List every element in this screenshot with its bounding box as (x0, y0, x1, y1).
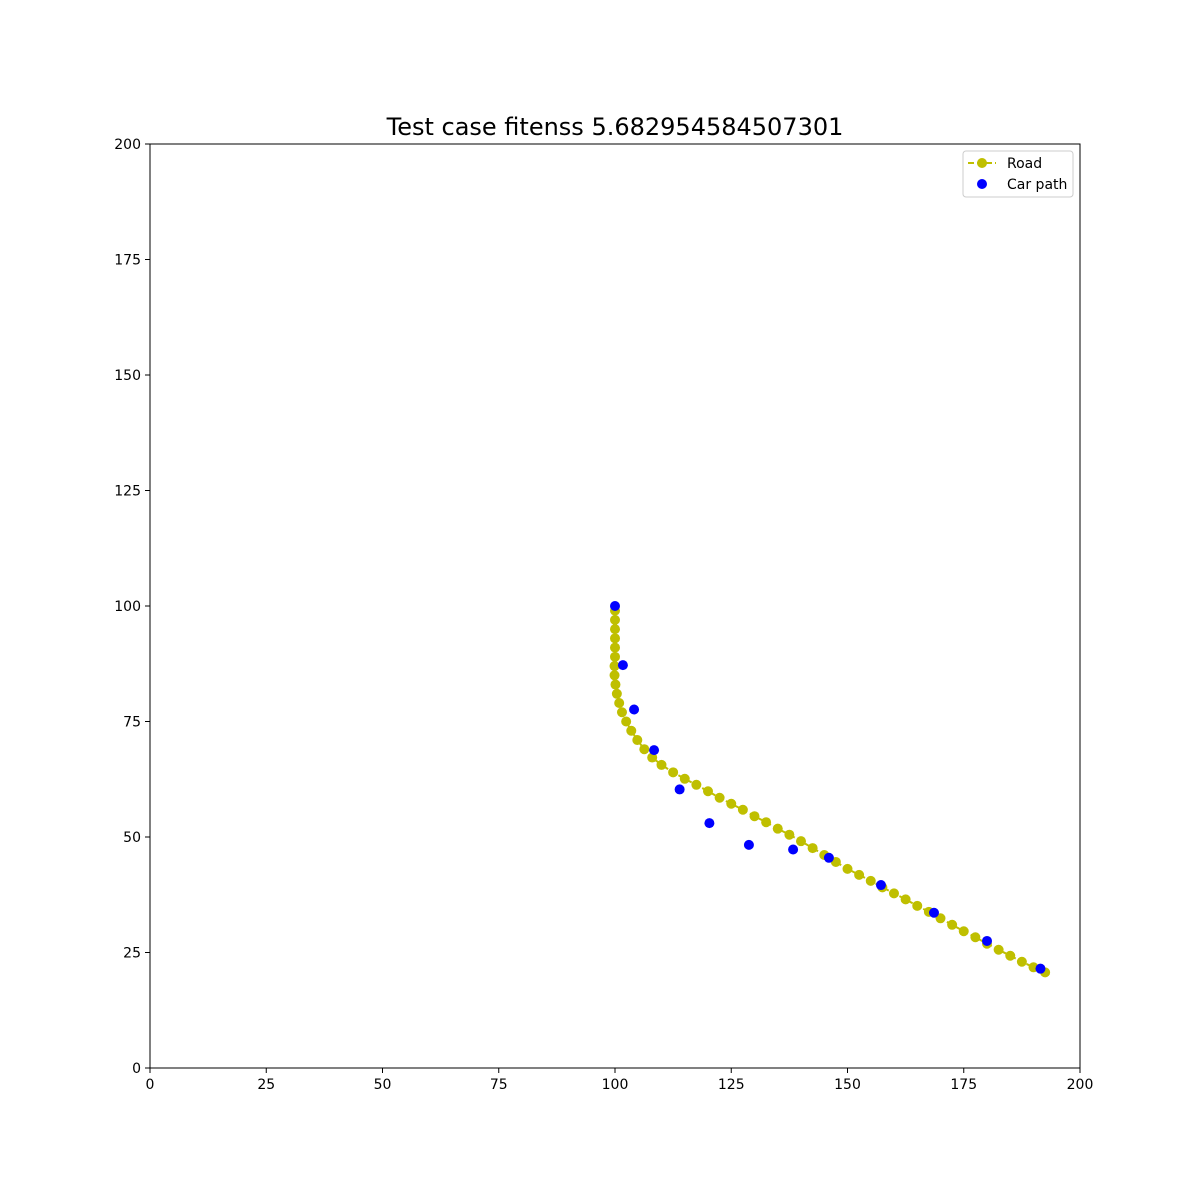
plot-frame (149, 143, 1081, 1069)
x-tick-label: 175 (950, 1077, 977, 1093)
road-point (610, 633, 620, 644)
road-point (616, 707, 627, 718)
road-point (947, 919, 958, 930)
car-path-point (649, 745, 660, 756)
car-path-point (928, 907, 939, 918)
y-tick-label: 75 (123, 715, 141, 731)
chart-title: Test case fitenss 5.682954584507301 (386, 113, 844, 141)
x-tick-label: 125 (718, 1077, 745, 1093)
road-point (714, 792, 725, 803)
x-tick-label: 150 (834, 1077, 861, 1093)
car-path-point (704, 818, 715, 829)
car-path-point (610, 601, 620, 611)
legend-car-path-label: Car path (1007, 177, 1067, 193)
y-axis: 0 25 50 75 100 125 150 175 200 (114, 137, 150, 1077)
road-point (1016, 956, 1027, 967)
road-point (621, 716, 632, 727)
road-point (726, 798, 737, 809)
road-point (993, 944, 1004, 955)
series-layer (609, 601, 1051, 978)
y-tick-label: 50 (123, 830, 141, 846)
x-tick-label: 200 (1067, 1077, 1094, 1093)
y-tick-label: 150 (114, 368, 141, 384)
road-point (958, 926, 969, 937)
road-point (854, 869, 865, 880)
road-point (784, 829, 795, 840)
road-point (609, 670, 620, 681)
x-tick-label: 100 (602, 1077, 629, 1093)
road-point (900, 894, 911, 905)
x-tick-label: 75 (490, 1077, 508, 1093)
y-tick-label: 200 (114, 137, 141, 153)
road-point (656, 759, 667, 770)
road-point (772, 823, 783, 834)
road-point (796, 836, 806, 847)
road-point (610, 642, 620, 653)
road-point (639, 744, 650, 755)
road-point (807, 843, 818, 854)
road-point (614, 698, 625, 709)
road-point (626, 725, 637, 736)
x-tick-label: 0 (146, 1077, 155, 1093)
road-point (749, 811, 760, 822)
road-point (611, 688, 622, 699)
car-path-point (629, 704, 640, 715)
car-path-point (788, 844, 799, 855)
legend-car-path-marker (977, 179, 987, 189)
road-point (761, 817, 772, 828)
y-tick-label: 25 (123, 946, 141, 962)
road-point (668, 767, 679, 778)
road-point (970, 932, 981, 943)
legend-road-marker (977, 158, 987, 168)
road-point (865, 875, 876, 886)
road-point (1005, 950, 1016, 961)
car-path-point (674, 784, 685, 795)
road-point (737, 804, 748, 815)
road-point (609, 661, 620, 672)
road-point (610, 651, 620, 662)
y-tick-label: 0 (132, 1061, 141, 1077)
y-tick-label: 125 (114, 484, 141, 500)
road-point (842, 863, 853, 874)
road-point (632, 734, 643, 745)
legend-road-label: Road (1007, 156, 1042, 172)
car-path-point (1035, 963, 1046, 974)
x-tick-label: 50 (374, 1077, 392, 1093)
road-point (691, 779, 702, 790)
road-point (935, 913, 946, 924)
car-path-point (823, 852, 834, 863)
y-tick-label: 175 (114, 253, 141, 269)
car-path-point (617, 660, 628, 671)
road-point (679, 773, 690, 784)
road-point (912, 900, 923, 911)
x-axis: 0 25 50 75 100 125 150 175 200 (146, 1068, 1094, 1093)
car-path-point (875, 880, 886, 891)
x-tick-label: 25 (257, 1077, 275, 1093)
car-path-point (743, 839, 754, 850)
legend: Road Car path (962, 150, 1074, 198)
road-point (610, 614, 620, 625)
y-tick-label: 100 (114, 599, 141, 615)
road-point (703, 786, 713, 797)
road-point (610, 679, 621, 690)
car-path-point (982, 935, 992, 946)
road-point (610, 624, 620, 635)
road-point (889, 888, 899, 899)
